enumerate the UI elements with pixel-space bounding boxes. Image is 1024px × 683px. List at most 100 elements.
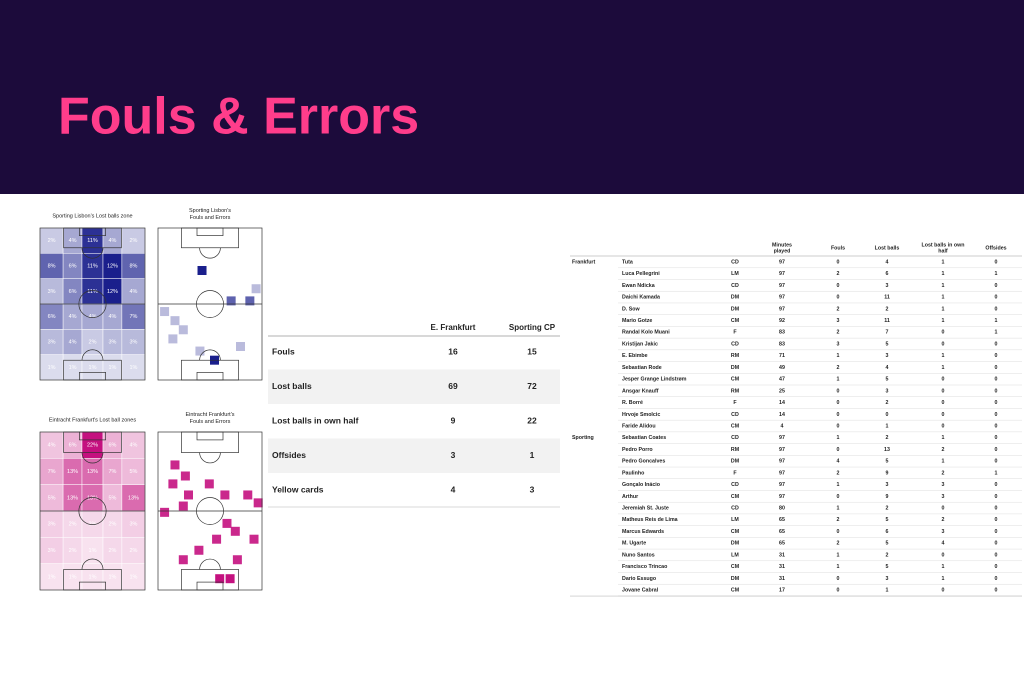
foul-marker	[230, 526, 240, 536]
player-cell: 0	[942, 552, 945, 558]
player-cell: CD	[731, 435, 739, 441]
player-cell: 0	[942, 388, 945, 394]
player-cell: Arthur	[622, 494, 638, 500]
page-title: Fouls & Errors	[58, 88, 419, 146]
player-cell: 0	[995, 365, 998, 371]
zone-label: 7%	[129, 314, 137, 320]
zone-label: 1%	[129, 574, 137, 580]
foul-marker	[225, 574, 235, 584]
zone-label: 3%	[108, 339, 116, 345]
summary-value: 3	[451, 450, 456, 460]
foul-marker	[253, 498, 263, 508]
summary-value: 4	[451, 484, 456, 494]
player-cell: 2	[837, 271, 840, 277]
player-cell: 0	[995, 306, 998, 312]
player-cell: F	[733, 330, 737, 336]
player-cell: Gonçalo Inácio	[622, 482, 661, 488]
player-cell: 5	[886, 517, 889, 523]
label-line: Eintracht Frankfurt's Lost ball zones	[49, 417, 137, 423]
player-cell: 0	[837, 576, 840, 582]
player-cell: 65	[779, 517, 785, 523]
player-cell: 2	[837, 517, 840, 523]
player-cell: Francisco Trincao	[622, 564, 668, 570]
player-cell: 2	[837, 330, 840, 336]
player-cell: 83	[779, 330, 785, 336]
player-cell: 1	[837, 552, 840, 558]
player-cell: Daichi Kamada	[622, 295, 660, 301]
player-cell: 14	[779, 400, 785, 406]
foul-marker	[245, 296, 255, 306]
label-line: Lost balls	[875, 245, 900, 251]
player-cell: 2	[886, 306, 889, 312]
player-cell: CD	[731, 341, 739, 347]
label-line: Lost balls in own	[922, 242, 965, 248]
player-cell: Jesper Grange Lindstrøm	[622, 377, 687, 383]
summary-label: Yellow cards	[272, 484, 324, 494]
zone-label: 1%	[69, 574, 77, 580]
foul-marker	[168, 334, 178, 344]
foul-marker	[212, 534, 222, 544]
zone-label: 2%	[89, 339, 97, 345]
player-cell: 0	[837, 423, 840, 429]
player-cell: 1	[837, 435, 840, 441]
zone-label: 4%	[129, 443, 137, 449]
player-cell: 5	[886, 564, 889, 570]
player-cell: 1	[995, 271, 998, 277]
player-cell: 1	[942, 353, 945, 359]
player-cell: 0	[837, 388, 840, 394]
summary-value: 16	[448, 346, 458, 356]
player-cell: 0	[837, 412, 840, 418]
zone-label: 2%	[129, 548, 137, 554]
player-cell: 0	[995, 576, 998, 582]
zone-label: 4%	[48, 443, 56, 449]
zone-label: 1%	[89, 574, 97, 580]
player-cell: 1	[995, 318, 998, 324]
player-cell: Dario Essugo	[622, 576, 657, 582]
zone-label: 1%	[48, 365, 56, 371]
player-cell: 0	[837, 494, 840, 500]
player-cell: 97	[779, 283, 785, 289]
summary-value: 15	[527, 346, 537, 356]
player-cell: 25	[779, 388, 785, 394]
foul-marker	[160, 307, 170, 317]
player-cell: 49	[779, 365, 785, 371]
player-cell: LM	[731, 552, 739, 558]
zone-label: 12%	[107, 289, 118, 295]
player-cell: 1	[942, 283, 945, 289]
goal-box	[196, 227, 224, 236]
player-cell: 1	[995, 470, 998, 476]
player-cell: 1	[942, 435, 945, 441]
player-cell: Pedro Porro	[622, 447, 653, 453]
team-label: Sporting	[572, 435, 594, 441]
player-cell: 1	[837, 377, 840, 383]
player-cell: Jovane Cabral	[622, 588, 659, 594]
zone-label: 1%	[108, 574, 116, 580]
player-cell: 1	[942, 259, 945, 265]
player-cell: 0	[995, 447, 998, 453]
player-cell: 4	[886, 259, 889, 265]
player-cell: DM	[731, 295, 740, 301]
player-cell: Tuta	[622, 259, 633, 265]
zone-label: 7%	[108, 469, 116, 475]
zone-label: 11%	[87, 289, 98, 295]
player-cell: 1	[886, 423, 889, 429]
player-cell: Matheus Reis de Lima	[622, 517, 678, 523]
zone-label: 11%	[87, 238, 98, 244]
zone-label: 6%	[108, 443, 116, 449]
player-cell: 0	[942, 506, 945, 512]
zone-label: 4%	[69, 314, 77, 320]
player-cell: RM	[731, 447, 740, 453]
player-cell: 92	[779, 318, 785, 324]
player-cell: 0	[995, 482, 998, 488]
zone-label: 3%	[129, 339, 137, 345]
penalty-arc	[81, 247, 104, 259]
player-cell: Ansgar Knauff	[622, 388, 659, 394]
foul-marker	[194, 545, 204, 555]
goal-box	[196, 372, 224, 381]
player-cell: 1	[942, 306, 945, 312]
player-cell: 2	[886, 506, 889, 512]
player-cell: 0	[995, 353, 998, 359]
summary-row-bg	[268, 369, 560, 404]
player-cell: CD	[731, 412, 739, 418]
